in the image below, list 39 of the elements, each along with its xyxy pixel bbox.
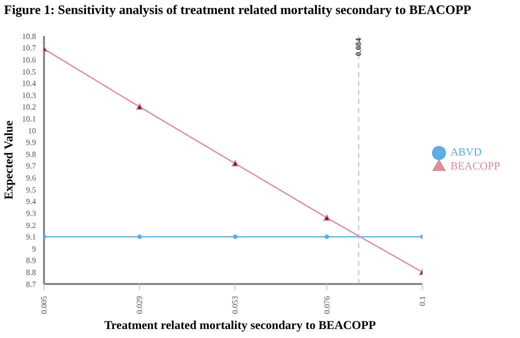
y-tick-label: 9.9 (26, 138, 36, 148)
x-tick-label: 0.1 (418, 296, 427, 306)
x-tick-label: 0.076 (322, 296, 332, 314)
y-tick-label: 10.6 (22, 55, 36, 64)
y-tick-label: 8.9 (26, 256, 36, 266)
x-tick-label: 0.005 (40, 296, 48, 314)
y-tick-label: 10.3 (22, 90, 36, 100)
y-tick-label: 10.7 (22, 44, 36, 53)
point (137, 234, 142, 239)
y-tick-label: 10.5 (22, 67, 36, 76)
y-tick-label: 10.8 (22, 32, 36, 41)
y-tick-label: 10.2 (22, 102, 36, 112)
point (233, 234, 238, 239)
x-tick-label: 0.053 (230, 296, 240, 314)
y-tick-label: 9.4 (26, 197, 36, 206)
y-tick-label: 10.4 (22, 79, 36, 88)
legend-label: ABVD (450, 146, 482, 159)
point (232, 160, 239, 167)
y-tick-label: 9.2 (26, 220, 36, 230)
x-axis-title: Treatment related mortality secondary to BEACOPP (103, 318, 377, 333)
y-tick-label: 8.8 (26, 268, 36, 278)
point (323, 214, 330, 221)
ref-line-label: 0.084 (354, 38, 364, 56)
point (136, 103, 144, 110)
y-tick-label: 10.1 (22, 114, 36, 124)
y-tick-label: 9.8 (26, 150, 36, 159)
y-tick-label: 9.6 (26, 174, 36, 183)
y-tick-label: 9.7 (26, 162, 36, 171)
legend-label: BEACOPP (450, 160, 500, 173)
y-tick-label: 9.1 (26, 232, 36, 242)
y-tick-label: 9.3 (26, 208, 36, 218)
y-tick-label: 10 (28, 126, 36, 136)
y-tick-label: 8.7 (26, 280, 36, 289)
y-tick-label: 9.5 (26, 185, 36, 194)
chart-title: Figure 1: Sensitivity analysis of treatment related mortality secondary to BEACOPP (4, 2, 472, 18)
y-axis-title: Expected Value (1, 120, 16, 200)
x-tick-label: 0.029 (135, 296, 144, 314)
point (324, 234, 330, 239)
y-tick-label: 9 (32, 244, 36, 254)
